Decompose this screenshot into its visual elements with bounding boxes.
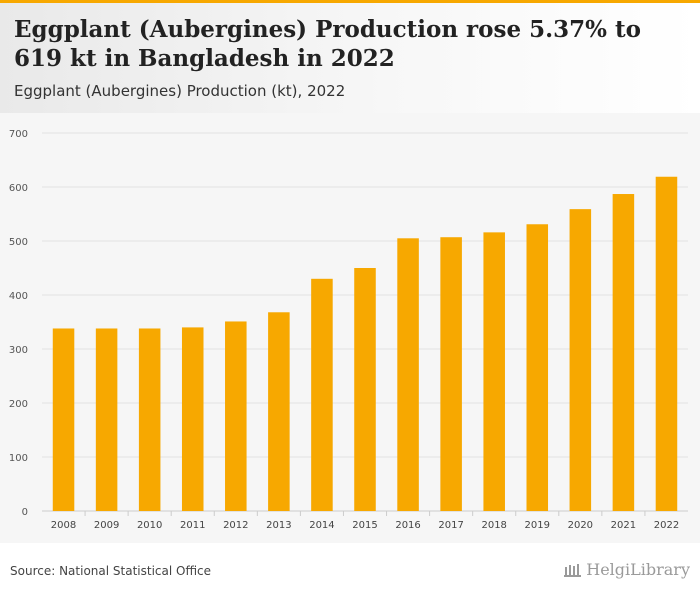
helgi-library-logo: HelgiLibrary: [564, 560, 690, 579]
x-tick-label: 2011: [180, 520, 205, 531]
x-tick-label: 2019: [525, 520, 550, 531]
bar: [52, 328, 75, 511]
bar: [397, 238, 419, 512]
bar: [138, 328, 161, 511]
bar: [311, 278, 333, 511]
bar: [569, 209, 592, 511]
y-tick-label: 300: [9, 345, 28, 356]
bar: [440, 237, 462, 511]
y-tick-label: 200: [9, 399, 28, 410]
x-tick-label: 2016: [395, 520, 420, 531]
x-tick-label: 2009: [94, 520, 119, 531]
x-tick-label: 2015: [352, 520, 377, 531]
x-tick-label: 2022: [654, 520, 679, 531]
chart-header: Eggplant (Aubergines) Production rose 5.…: [0, 3, 700, 113]
x-tick-label: 2010: [137, 520, 162, 531]
y-tick-label: 600: [9, 183, 28, 194]
bar: [95, 328, 118, 511]
x-tick-label: 2013: [266, 520, 291, 531]
x-tick-label: 2014: [309, 520, 334, 531]
y-tick-label: 700: [9, 129, 28, 140]
chart-area: 0 100 200 300 400 500 600 700 2008 2009 2010 2011 20…: [0, 113, 700, 543]
logo-text: HelgiLibrary: [586, 560, 690, 579]
library-building-icon: [564, 563, 582, 577]
bar: [354, 268, 376, 511]
bar: [655, 176, 678, 512]
chart-subtitle: Eggplant (Aubergines) Production (kt), 2…: [14, 82, 346, 100]
y-tick-label: 0: [22, 507, 28, 518]
bar-chart: 0 100 200 300 400 500 600 700 2008 2009 2010 2011 20…: [9, 129, 688, 531]
y-tick-label: 500: [9, 237, 28, 248]
bar: [181, 327, 204, 511]
x-tick-label: 2021: [611, 520, 636, 531]
x-tick-label: 2018: [481, 520, 506, 531]
y-tick-label: 100: [9, 453, 28, 464]
x-tick-label: 2017: [438, 520, 463, 531]
bar: [526, 224, 549, 511]
bar: [612, 194, 635, 511]
y-tick-label: 400: [9, 291, 28, 302]
x-tick-label: 2012: [223, 520, 248, 531]
chart-title: Eggplant (Aubergines) Production rose 5.…: [14, 16, 641, 72]
bar: [225, 321, 247, 511]
x-tick-label: 2020: [568, 520, 593, 531]
source-note: Source: National Statistical Office: [10, 564, 212, 578]
bar: [268, 312, 290, 511]
accent-top-line: [0, 0, 700, 3]
x-tick-label: 2008: [51, 520, 76, 531]
bar: [483, 232, 505, 512]
